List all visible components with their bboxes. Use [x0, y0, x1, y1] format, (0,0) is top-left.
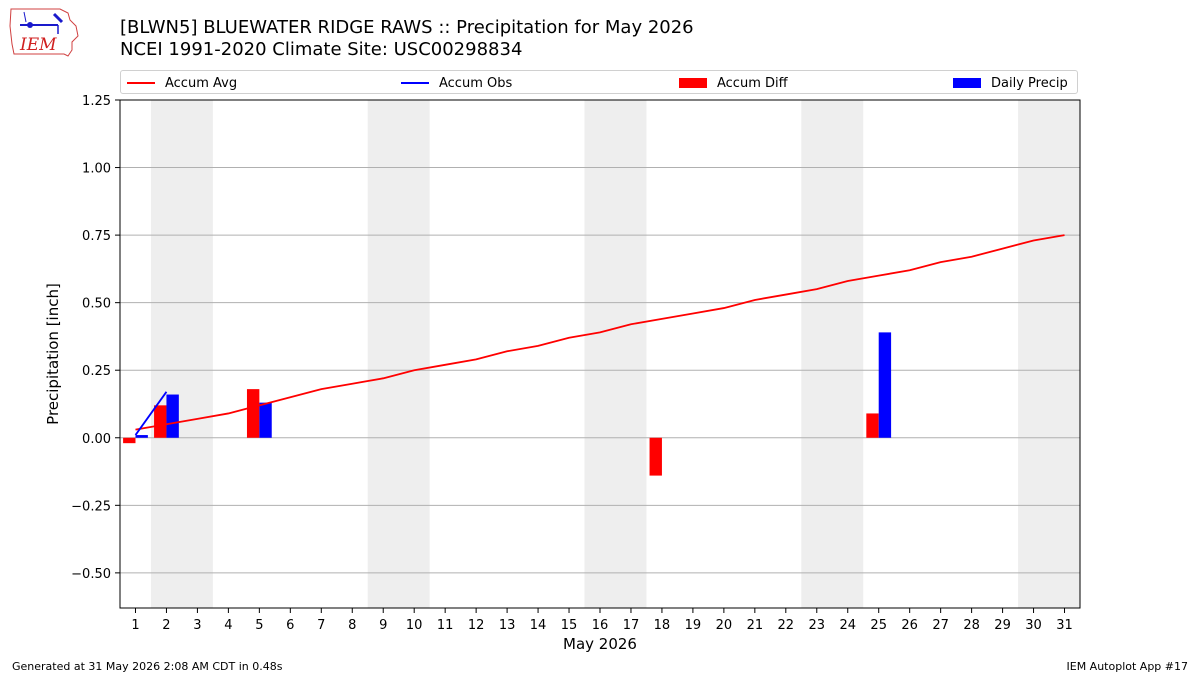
legend-label-accum-obs: Accum Obs [439, 75, 513, 91]
legend-item-accum-avg: Accum Avg [127, 74, 237, 92]
x-tick-label: 25 [870, 618, 887, 633]
iem-logo: IEM [9, 8, 79, 57]
accum-obs-line [134, 391, 168, 436]
weekend-band [1018, 100, 1080, 608]
legend-label-accum-avg: Accum Avg [165, 75, 238, 91]
x-tick-label: 7 [317, 618, 325, 633]
accum-diff-bar [154, 405, 167, 438]
legend-swatch-daily-precip [953, 78, 981, 88]
footer-generated: Generated at 31 May 2026 2:08 AM CDT in … [12, 660, 283, 673]
daily-precip-bar [259, 402, 272, 438]
y-axis-ticks: 1.25 1.00 0.75 0.50 0.25 0.00 −0.25 −0.50 [71, 94, 120, 582]
x-tick-label: 11 [437, 618, 454, 633]
chart-subtitle: NCEI 1991-2020 Climate Site: USC00298834 [120, 39, 523, 60]
bars [123, 332, 892, 476]
legend-label-accum-diff: Accum Diff [717, 75, 788, 91]
y-tick-label: 1.00 [82, 162, 111, 177]
y-tick-label: 1.25 [82, 94, 111, 109]
legend-swatch-accum-diff [679, 78, 707, 88]
daily-precip-bar [166, 394, 179, 438]
x-tick-label: 30 [1025, 618, 1042, 633]
x-tick-label: 16 [592, 618, 609, 633]
x-tick-label: 17 [623, 618, 640, 633]
x-tick-label: 18 [654, 618, 671, 633]
footer-app: IEM Autoplot App #17 [1066, 660, 1189, 673]
x-tick-label: 27 [932, 618, 949, 633]
x-axis-label: May 2026 [563, 635, 637, 653]
x-tick-label: 21 [747, 618, 764, 633]
x-tick-label: 5 [255, 618, 263, 633]
x-tick-label: 1 [131, 618, 139, 633]
y-tick-label: −0.25 [71, 499, 111, 514]
legend-item-accum-obs: Accum Obs [401, 74, 512, 92]
x-tick-label: 29 [994, 618, 1011, 633]
weekend-band [801, 100, 864, 608]
y-tick-label: 0.50 [82, 297, 111, 312]
daily-precip-bar [135, 435, 148, 438]
weekend-bands [150, 100, 1080, 608]
x-tick-label: 6 [286, 618, 294, 633]
accum-diff-bar [649, 437, 662, 476]
x-tick-label: 26 [901, 618, 918, 633]
x-tick-label: 9 [379, 618, 387, 633]
legend-swatch-accum-avg [127, 82, 155, 84]
weekend-band [150, 100, 213, 608]
x-tick-label: 14 [530, 618, 547, 633]
accum-diff-bar [123, 437, 136, 444]
daily-precip-bar [878, 332, 892, 438]
accum-avg-line [135, 234, 1065, 431]
x-tick-label: 8 [348, 618, 356, 633]
x-tick-label: 10 [406, 618, 423, 633]
x-tick-label: 15 [561, 618, 578, 633]
x-tick-label: 20 [716, 618, 733, 633]
x-tick-label: 24 [839, 618, 856, 633]
y-tick-label: 0.25 [82, 364, 111, 379]
weekend-band [367, 100, 430, 608]
weekend-band [584, 100, 647, 608]
x-tick-label: 19 [685, 618, 702, 633]
accum-diff-bar [866, 413, 879, 438]
y-tick-label: 0.00 [82, 432, 111, 447]
x-tick-label: 2 [162, 618, 170, 633]
legend-item-accum-diff: Accum Diff [679, 74, 788, 92]
chart-title: [BLWN5] BLUEWATER RIDGE RAWS :: Precipit… [120, 17, 694, 38]
x-tick-label: 4 [224, 618, 232, 633]
x-tick-label: 23 [809, 618, 826, 633]
x-tick-label: 28 [963, 618, 980, 633]
logo-text: IEM [19, 35, 57, 55]
legend-swatch-accum-obs [401, 82, 429, 84]
y-axis-label: Precipitation [inch] [44, 283, 62, 425]
x-tick-label: 31 [1056, 618, 1073, 633]
x-axis-ticks: 1 2 3 4 5 6 7 8 9 10 11 12 13 14 15 16 17 18 19 20 21 22 23 24 2… [131, 608, 1073, 633]
y-tick-label: −0.50 [71, 567, 111, 582]
y-tick-label: 0.75 [82, 229, 111, 244]
x-tick-label: 22 [778, 618, 795, 633]
legend-label-daily-precip: Daily Precip [991, 75, 1068, 91]
x-tick-label: 13 [499, 618, 516, 633]
legend: Accum Avg Accum Obs Accum Diff Daily Pre… [120, 70, 1078, 94]
series-lines [134, 234, 1065, 436]
accum-diff-bar [246, 389, 260, 438]
x-tick-label: 12 [468, 618, 485, 633]
legend-item-daily-precip: Daily Precip [953, 74, 1068, 92]
x-tick-label: 3 [193, 618, 201, 633]
